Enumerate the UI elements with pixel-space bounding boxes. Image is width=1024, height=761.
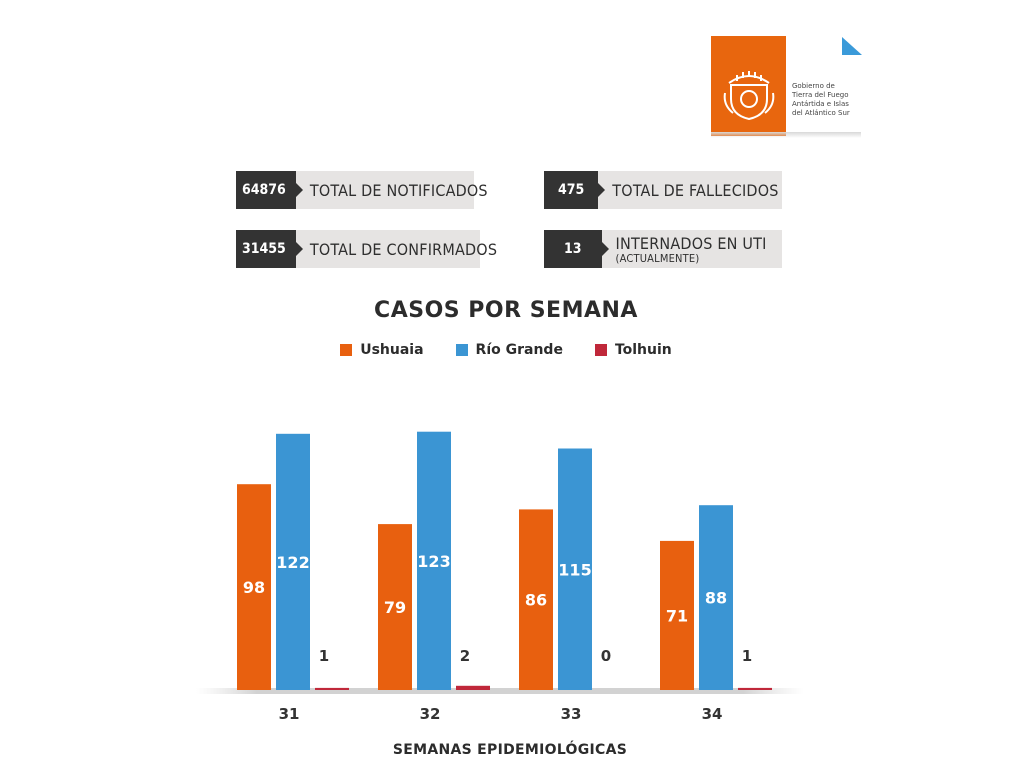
- corner-triangle-icon: [842, 37, 862, 55]
- logo-text-line: Gobierno de: [792, 82, 835, 90]
- x-tick-label: 32: [420, 705, 441, 723]
- bar-río-grande: [558, 448, 592, 690]
- legend-item-tolhuin: Tolhuin: [594, 342, 672, 358]
- legend-swatch: [340, 344, 353, 356]
- legend-label: Tolhuin: [614, 342, 672, 358]
- chart-title: CASOS POR SEMANA: [374, 298, 638, 323]
- bar-tolhuin: [315, 687, 349, 690]
- stat-value: 31455: [236, 230, 303, 268]
- stat-internados: 13 INTERNADOS EN UTI (ACTUALMENTE): [544, 230, 782, 268]
- legend-swatch: [455, 344, 468, 356]
- stat-value: 475: [544, 171, 606, 209]
- bar-value-label: 2: [460, 647, 470, 665]
- government-logo: [711, 36, 786, 136]
- bar-value-label: 79: [384, 598, 406, 617]
- stat-confirmados: 31455 TOTAL DE CONFIRMADOS: [236, 230, 497, 268]
- stat-label: TOTAL DE FALLECIDOS: [612, 180, 779, 200]
- stat-label: INTERNADOS EN UTI: [615, 233, 767, 253]
- bar-value-label: 115: [558, 560, 591, 579]
- bar-value-label: 86: [525, 591, 547, 610]
- bar-tolhuin: [738, 687, 772, 690]
- bar-value-label: 98: [243, 578, 265, 597]
- bar-ushuaia: [378, 524, 412, 690]
- logo-text-line: del Atlántico Sur: [792, 109, 850, 117]
- bar-ushuaia: [519, 509, 553, 690]
- bar-ushuaia: [237, 484, 271, 690]
- bar-value-label: 1: [319, 647, 329, 665]
- bar-tolhuin: [456, 685, 490, 690]
- bar-ushuaia: [660, 540, 694, 690]
- bar-value-label: 0: [601, 647, 611, 665]
- x-tick-label: 33: [561, 705, 582, 723]
- legend-item-rio-grande: Río Grande: [455, 342, 563, 358]
- legend-label: Ushuaia: [360, 342, 424, 358]
- stat-sublabel: (ACTUALMENTE): [615, 251, 700, 265]
- bar-río-grande: [417, 431, 451, 690]
- stat-label: TOTAL DE CONFIRMADOS: [309, 239, 498, 259]
- stat-value: 64876: [236, 171, 303, 209]
- bar-value-label: 123: [417, 552, 450, 571]
- bar-río-grande: [276, 433, 310, 690]
- stat-value: 13: [544, 230, 609, 268]
- tierra-del-fuego-shield-icon: [723, 71, 775, 121]
- stat-label: TOTAL DE NOTIFICADOS: [309, 180, 488, 200]
- chart-legend: Ushuaia Río Grande Tolhuin: [0, 342, 1012, 358]
- government-name: Gobierno de Tierra del Fuego Antártida e…: [792, 82, 872, 118]
- bar-value-label: 88: [705, 589, 727, 608]
- bar-value-label: 71: [666, 606, 688, 625]
- legend-swatch: [594, 344, 607, 356]
- x-axis-baseline: [196, 688, 804, 694]
- logo-text-line: Tierra del Fuego: [792, 91, 849, 99]
- legend-label: Río Grande: [475, 342, 563, 358]
- bar-value-label: 1: [742, 647, 752, 665]
- logo-shadow: [711, 132, 861, 138]
- x-tick-label: 34: [702, 705, 723, 723]
- stat-fallecidos: 475 TOTAL DE FALLECIDOS: [544, 171, 782, 209]
- bar-río-grande: [699, 505, 733, 690]
- x-tick-label: 31: [279, 705, 300, 723]
- legend-item-ushuaia: Ushuaia: [340, 342, 424, 358]
- stat-notificados: 64876 TOTAL DE NOTIFICADOS: [236, 171, 488, 209]
- bar-value-label: 122: [276, 553, 309, 572]
- logo-text-line: Antártida e Islas: [792, 100, 849, 108]
- x-axis-title: SEMANAS EPIDEMIOLÓGICAS: [392, 742, 628, 758]
